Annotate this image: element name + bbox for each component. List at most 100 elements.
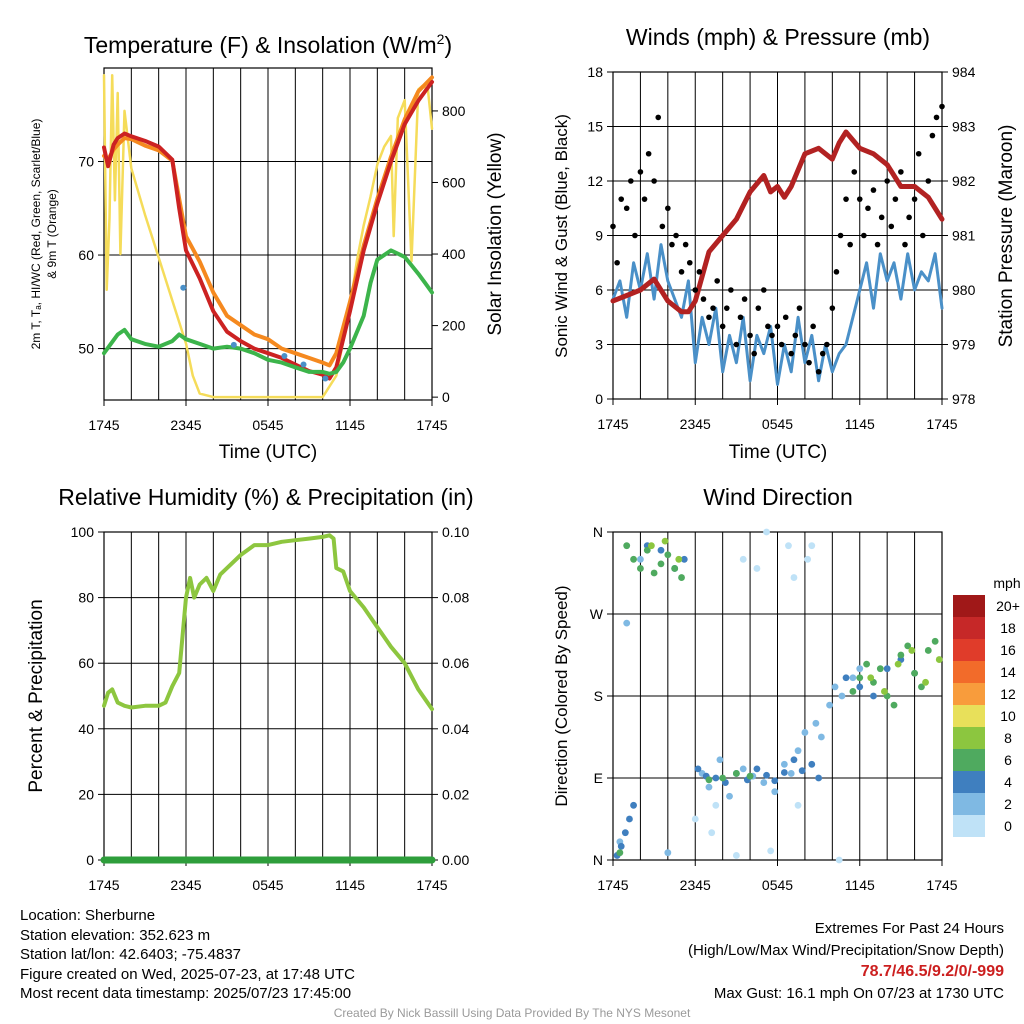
data-point [630, 555, 637, 563]
data-point [915, 150, 922, 157]
data-point [650, 569, 658, 577]
data-point [771, 777, 779, 785]
y-tick-label: 0 [86, 852, 94, 868]
y2-tick-label: 0.04 [442, 721, 469, 737]
y2-tick-label: 982 [952, 173, 976, 189]
data-point [780, 769, 788, 776]
legend-swatch [953, 683, 985, 705]
data-point [765, 323, 771, 330]
data-point [665, 205, 671, 212]
data-point [790, 756, 798, 764]
data-point [769, 332, 775, 339]
legend-label: 14 [1000, 664, 1016, 680]
y-tick-label: 50 [78, 341, 94, 357]
y2-tick-label: 981 [952, 228, 976, 244]
y2-tick-label: 600 [442, 174, 466, 190]
x-tick-label: 2345 [680, 877, 711, 893]
location-text: Location: Sherburne [20, 907, 156, 924]
legend-label: 8 [1004, 730, 1012, 746]
data-point [616, 849, 624, 857]
y-tick-label: 40 [78, 721, 94, 737]
data-point [230, 341, 237, 348]
y-axis-label: Percent & Precipitation [26, 599, 47, 792]
data-point [829, 305, 836, 311]
data-point [739, 555, 747, 563]
data-point [767, 847, 775, 855]
data-point [726, 792, 733, 800]
data-point [753, 765, 761, 773]
x-tick-label: 1145 [845, 877, 875, 893]
x-tick-label: 1745 [597, 416, 628, 432]
data-point [763, 771, 770, 779]
data-point [892, 196, 899, 202]
data-point [694, 765, 702, 773]
y2-tick-label: 400 [442, 246, 466, 262]
data-point [643, 546, 651, 554]
chart-title: Wind Direction [703, 484, 853, 510]
plot-frame [103, 67, 433, 401]
y-tick-label: 3 [595, 337, 603, 353]
legend-label: 4 [1004, 774, 1012, 790]
x-axis-label: Time (UTC) [729, 442, 828, 463]
data-point [763, 528, 770, 536]
data-point [659, 223, 666, 230]
data-point [741, 296, 748, 302]
data-point [906, 214, 912, 221]
data-point [737, 314, 744, 321]
data-point [935, 656, 943, 663]
data-point [856, 665, 864, 673]
data-point [623, 205, 630, 212]
legend-swatch [953, 617, 985, 639]
series-line [611, 243, 944, 386]
legend-label: 10 [1000, 708, 1016, 724]
data-point [637, 169, 644, 175]
data-point [637, 555, 644, 563]
y-axis-label: & 9m T (Orange) [45, 189, 59, 279]
data-point [837, 232, 844, 239]
y2-tick-label: 0.10 [442, 524, 469, 540]
y2-axis-label: Solar Insolation (Yellow) [485, 132, 506, 335]
data-point [835, 856, 843, 864]
legend-swatch [953, 749, 985, 771]
data-point [790, 574, 798, 581]
data-point [929, 132, 936, 139]
data-point [716, 756, 724, 764]
data-point [931, 637, 939, 645]
x-tick-label: 0545 [762, 877, 793, 893]
series-line [102, 533, 434, 712]
data-point [876, 665, 884, 673]
data-point [918, 683, 925, 691]
data-point [778, 341, 785, 348]
x-tick-label: 2345 [170, 877, 201, 893]
legend-label: 6 [1004, 752, 1012, 768]
extremes-subtitle: (High/Low/Max Wind/Precipitation/Snow De… [688, 941, 1004, 959]
data-point [894, 660, 902, 668]
x-tick-label: 1745 [416, 417, 447, 433]
data-point [925, 178, 932, 184]
y-tick-label: 60 [78, 247, 94, 263]
legend-swatch [953, 815, 985, 837]
y2-tick-label: 800 [442, 103, 466, 119]
data-point [856, 683, 864, 691]
data-point [851, 169, 858, 175]
legend-swatch [953, 595, 985, 617]
data-point [849, 674, 857, 682]
data-point [908, 647, 916, 654]
y2-tick-label: 0.00 [442, 852, 469, 868]
data-point [838, 692, 846, 700]
y-tick-label: N [593, 524, 603, 540]
data-point [739, 765, 747, 773]
legend-swatch [953, 771, 985, 793]
data-point [849, 688, 857, 695]
data-point [692, 287, 699, 293]
data-point [706, 314, 712, 321]
data-point [712, 801, 720, 809]
recent-data-text: Most recent data timestamp: 2025/07/23 1… [20, 985, 352, 1002]
y-tick-label: E [594, 770, 603, 786]
extremes-info: Extremes For Past 24 Hours (High/Low/Max… [688, 918, 1004, 1004]
data-point [924, 647, 932, 654]
data-point [678, 269, 685, 275]
y2-tick-label: 984 [952, 64, 976, 80]
data-point [826, 701, 833, 709]
